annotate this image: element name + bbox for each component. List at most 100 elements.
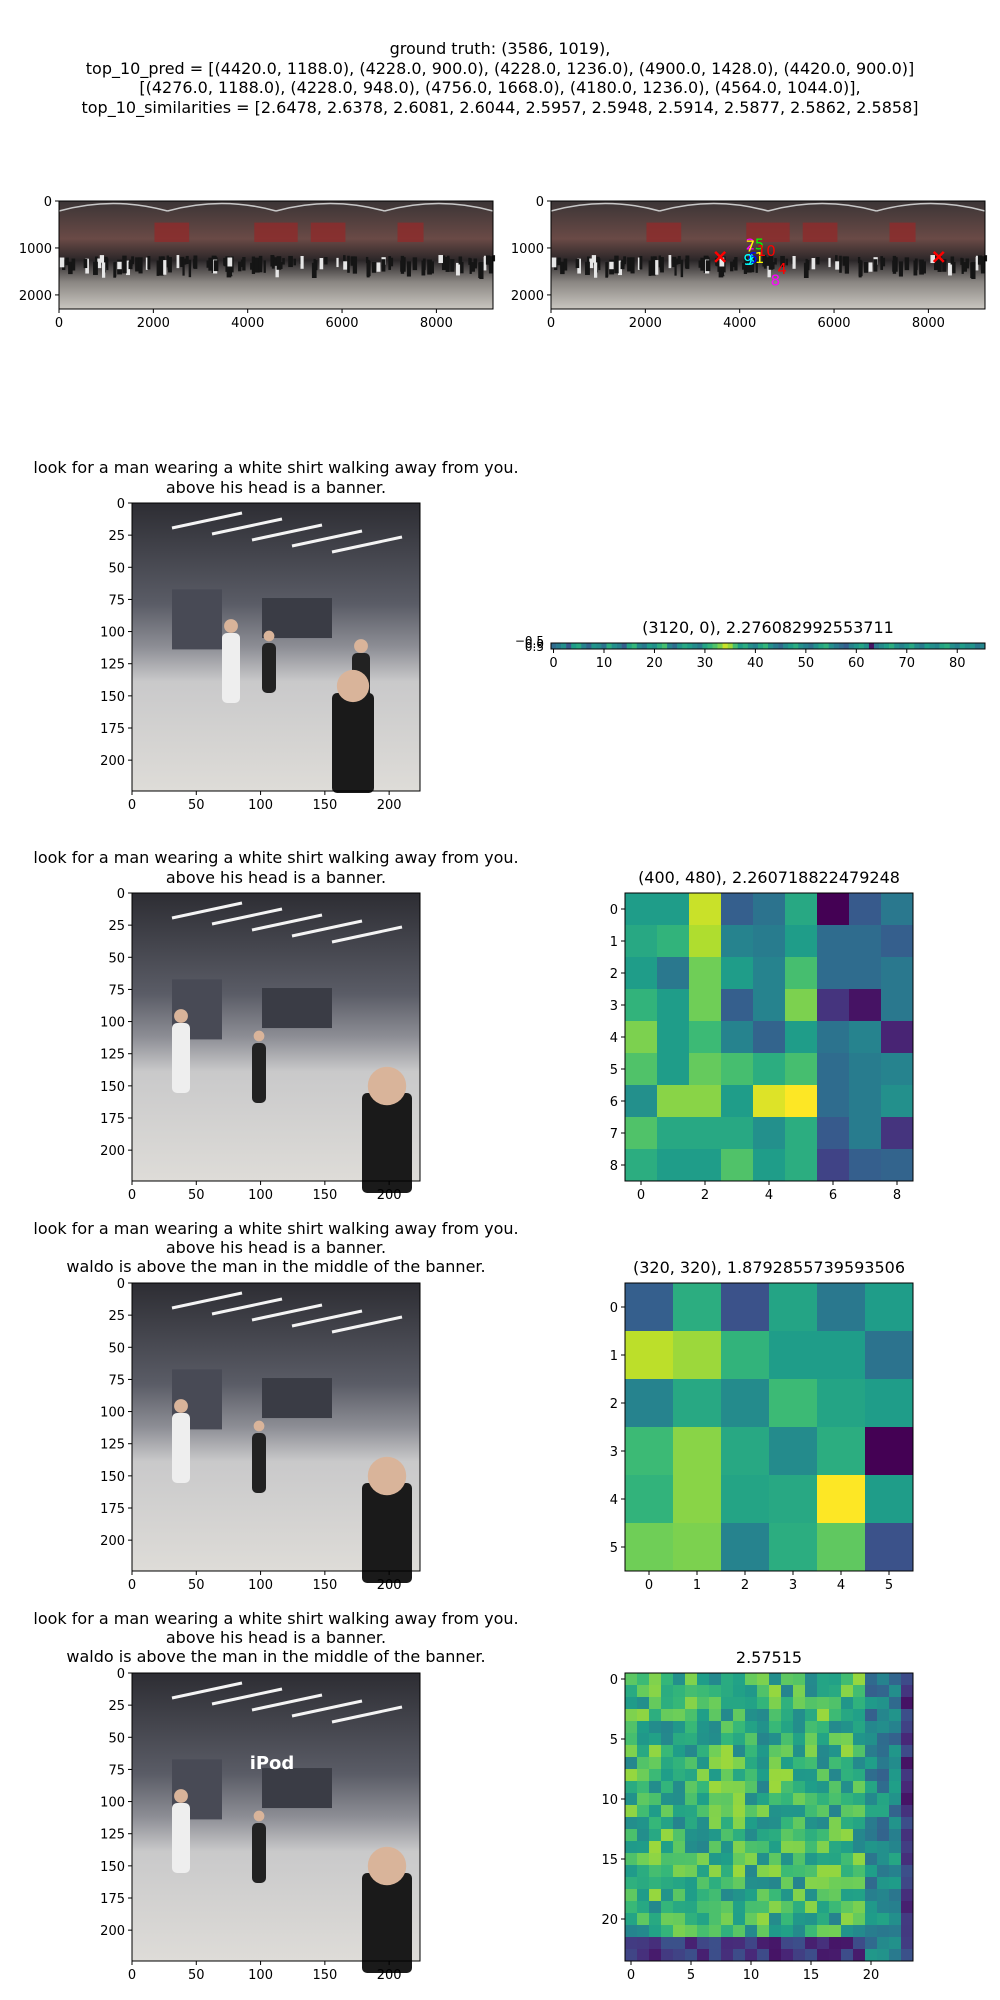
crowd-figure [698,260,702,268]
crowd-figure [126,260,131,276]
heatmap-cell [745,1889,758,1902]
x-tick-label: 150 [312,1578,337,1593]
heatmap-cell [721,1709,734,1722]
heatmap-cell [853,1697,866,1710]
person-head [354,639,368,653]
heatmap-cell [841,1685,854,1698]
heatmap-cell [709,1673,722,1686]
crowd-figure [438,255,443,264]
heatmap-cell [662,643,668,650]
heatmap-cell [697,1829,710,1842]
ground-truth-marker [714,250,727,263]
heatmap-cell [849,989,882,1022]
heatmap-cell [673,1331,722,1380]
y-tick-label: 50 [108,1731,125,1746]
heatmap-cell [817,1913,830,1926]
y-tick-label: 100 [100,1406,125,1421]
person-head [174,1789,188,1803]
crowd-figure [705,260,711,272]
heatmap-cell [661,1937,674,1950]
heatmap-cell [793,1745,806,1758]
crowd-figure [176,255,180,269]
heatmap-cell [769,1475,818,1524]
heatmap-cell [865,1769,878,1782]
banner-shape [889,222,916,243]
prediction-marker: 3 [746,251,756,269]
heatmap-cell [697,1937,710,1950]
heatmap-cell [849,1117,882,1150]
heatmap-cell [901,1793,914,1806]
crowd-figure [223,257,226,266]
heatmap-cell [793,1709,806,1722]
heatmap-cell [769,1733,782,1746]
heatmap-cell [745,1733,758,1746]
crowd-figure [984,255,988,262]
heatmap-cell [805,1745,818,1758]
heatmap-cell [721,1331,770,1380]
x-tick-label: 15 [803,1968,820,1983]
crowd-figure [961,258,964,274]
heatmap-cell [817,1379,866,1428]
heatmap-cell [697,1697,710,1710]
person-head [224,619,238,633]
crowd-figure [750,255,755,273]
x-tick-label: 100 [248,798,273,813]
heatmap-cell [805,1709,818,1722]
x-tick-label: 10 [596,656,613,671]
heatmap-cell [894,643,900,650]
light-strip [251,523,323,542]
crowd-figure [156,260,160,276]
heatmap-cell [709,1877,722,1890]
heatmap-cell [841,1817,854,1830]
heatmap-cell [901,1913,914,1926]
heatmap-cell [697,1673,710,1686]
crowd-figure [273,259,278,266]
heatmap-cell [781,1673,794,1686]
y-tick-label: 5 [610,1541,618,1556]
row-caption: look for a man wearing a white shirt wal… [33,1609,518,1628]
heatmap-cell [673,1841,686,1854]
heatmap-cell [753,1085,786,1118]
y-tick-label: 25 [108,1699,125,1714]
crowd-figure [873,259,878,272]
heatmap-cell [733,1805,746,1818]
heatmap-cell [673,1769,686,1782]
person-shape [362,1873,412,1973]
prediction-marker: 2 [746,235,756,253]
heatmap-cell [657,1117,690,1150]
heatmap-cell [709,1769,722,1782]
heatmap-cell [721,1523,770,1572]
heatmap-cell [709,1709,722,1722]
heatmap-cell [689,1053,722,1086]
heatmap-cell [637,1757,650,1770]
heatmap-cell [757,1673,770,1686]
heatmap-cell [829,1925,842,1938]
x-tick-label: 3 [789,1578,797,1593]
banner-shape [746,222,790,243]
heatmap-cell [901,1901,914,1914]
crowd-figure [755,260,758,273]
heatmap-cell [625,1817,638,1830]
crowd-figure [478,262,481,279]
crowd-figure [975,256,979,271]
heatmap-cell [817,957,850,990]
heatmap-cell [829,1733,842,1746]
row-caption: look for a man wearing a white shirt wal… [33,458,518,477]
heatmap-cell [785,1021,818,1054]
heatmap-cell [637,1889,650,1902]
heatmap-cell [873,643,880,650]
heatmap-cell [817,1685,830,1698]
heatmap-cell [709,1793,722,1806]
heatmap-cell [805,1889,818,1902]
heatmap-cell [865,1877,878,1890]
crowd-figure [620,261,625,270]
heatmap-cell [625,1745,638,1758]
heatmap-cell [793,1865,806,1878]
heatmap-cell [939,643,945,650]
heatmap-cell [721,1053,754,1086]
heatmap-cell [853,1817,866,1830]
crowd-figure [658,255,661,268]
heatmap-cell [817,1853,830,1866]
crowd-figure [933,255,938,271]
heatmap-cell [685,1853,698,1866]
